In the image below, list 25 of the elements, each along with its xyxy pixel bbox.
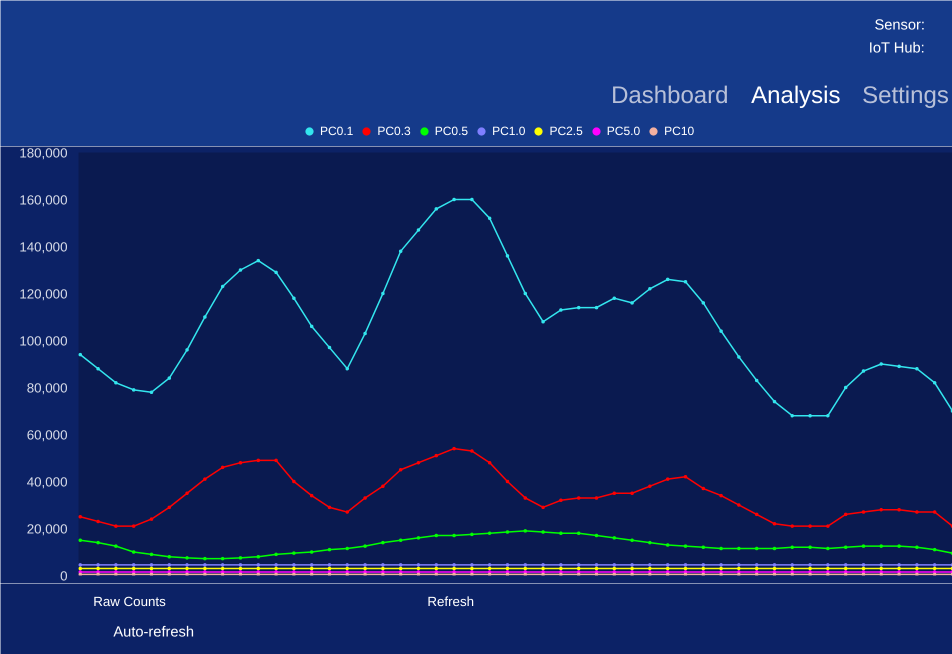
y-tick-label: 60,000 (26, 428, 68, 442)
y-tick-label: 160,000 (19, 192, 68, 208)
legend-label: PC0.1 (320, 124, 354, 138)
legend-label: PC0.5 (434, 124, 468, 138)
y-tick-label: 20,000 (26, 522, 68, 536)
y-tick-label: 0 (60, 568, 68, 584)
text: Refresh (427, 594, 474, 609)
text: Settings (862, 82, 949, 109)
legend-label: PC10 (664, 124, 694, 138)
legend-label: PC2.5 (549, 124, 583, 138)
y-tick-label: 120,000 (19, 286, 68, 302)
y-tick-label: 40,000 (26, 474, 68, 490)
text: Dashboard (611, 82, 729, 109)
text: Sensor: (874, 18, 925, 34)
y-tick-label: 180,000 (19, 146, 68, 160)
text: Raw Counts (93, 594, 166, 609)
y-tick-label: 140,000 (19, 240, 68, 254)
legend-label: PC1.0 (492, 124, 526, 138)
legend-label: PC0.3 (377, 124, 411, 138)
text: Analysis (751, 82, 841, 109)
y-tick-label: 100,000 (19, 334, 68, 348)
text: IoT Hub: (868, 40, 925, 56)
y-tick-label: 80,000 (26, 380, 68, 396)
text: Auto-refresh (113, 624, 194, 640)
legend-label: PC5.0 (606, 124, 640, 138)
